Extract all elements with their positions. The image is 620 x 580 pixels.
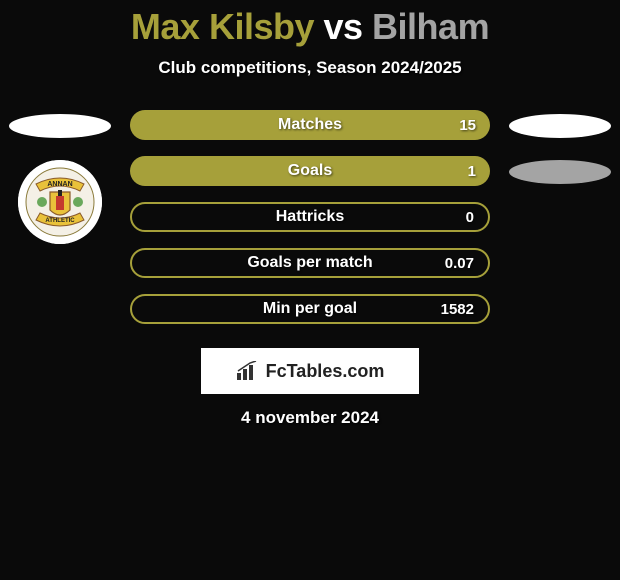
player-b-flag-placeholder [509, 114, 611, 138]
stat-bar: Hattricks 0 [130, 202, 490, 232]
stat-value: 0 [466, 209, 474, 226]
player-a-name: Max Kilsby [131, 6, 324, 47]
crest-top-text: ANNAN [47, 181, 72, 188]
crest-svg: ANNAN ATHLETIC [18, 160, 102, 244]
source-logo[interactable]: FcTables.com [201, 348, 419, 394]
stat-label: Min per goal [263, 300, 357, 318]
crest-bottom-text: ATHLETIC [45, 218, 75, 224]
stat-bar: Goals per match 0.07 [130, 248, 490, 278]
player-b-name: Bilham [363, 6, 490, 47]
stat-value: 1582 [441, 301, 474, 318]
player-a-club-crest: ANNAN ATHLETIC [18, 160, 102, 244]
stat-label: Hattricks [276, 208, 344, 226]
player-a-flag-placeholder [9, 114, 111, 138]
snapshot-date: 4 november 2024 [0, 408, 620, 428]
stat-bar: Min per goal 1582 [130, 294, 490, 324]
barchart-icon [236, 361, 260, 381]
stat-bars: Matches 15 Goals 1 Hattricks 0 Goals per match… [130, 106, 490, 324]
stat-bar: Matches 15 [130, 110, 490, 140]
page-title: Max Kilsby vs Bilham [0, 6, 620, 48]
left-side: ANNAN ATHLETIC [8, 106, 112, 244]
player-b-club-placeholder [509, 160, 611, 184]
stat-value: 1 [468, 163, 476, 180]
stat-label: Goals per match [247, 254, 372, 272]
stat-value: 0.07 [445, 255, 474, 272]
comparison-card: Max Kilsby vs Bilham Club competitions, … [0, 6, 620, 580]
stat-bar: Goals 1 [130, 156, 490, 186]
subtitle: Club competitions, Season 2024/2025 [0, 58, 620, 78]
stat-value: 15 [459, 117, 476, 134]
stat-label: Matches [278, 116, 342, 134]
stat-label: Goals [288, 162, 332, 180]
right-side [508, 106, 612, 184]
main-content: ANNAN ATHLETIC Matches 15 Goals 1 Hattricks 0… [0, 106, 620, 324]
source-logo-text: FcTables.com [266, 361, 385, 382]
vs-separator: vs [324, 6, 363, 47]
